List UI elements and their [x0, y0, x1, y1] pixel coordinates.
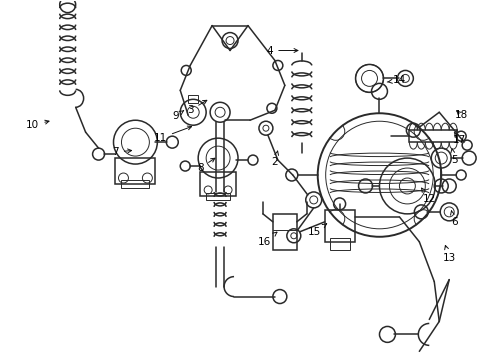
Text: 9: 9	[172, 111, 183, 121]
Text: 16: 16	[258, 232, 276, 247]
Bar	[324, 210, 354, 242]
Text: 15: 15	[307, 224, 326, 237]
Text: 11: 11	[153, 126, 191, 143]
Text: 3: 3	[186, 100, 206, 115]
Text: 6: 6	[449, 211, 457, 227]
Text: 14: 14	[386, 75, 405, 85]
Bar	[115, 158, 155, 184]
Text: 2: 2	[271, 151, 278, 167]
Bar	[188, 95, 198, 103]
Text: 13: 13	[442, 246, 455, 263]
Bar	[200, 172, 236, 196]
Bar	[408, 130, 456, 142]
Text: 10: 10	[26, 120, 49, 130]
Bar	[272, 214, 296, 250]
Text: 4: 4	[266, 45, 297, 55]
Text: 12: 12	[421, 188, 435, 204]
Text: 5: 5	[450, 149, 457, 165]
Bar	[329, 238, 349, 250]
Bar	[121, 180, 149, 188]
Text: 7: 7	[112, 147, 131, 157]
Bar	[206, 193, 229, 200]
Text: 17: 17	[451, 132, 465, 145]
Text: 18: 18	[454, 110, 467, 120]
Text: 1: 1	[0, 359, 1, 360]
Text: 8: 8	[197, 158, 214, 173]
